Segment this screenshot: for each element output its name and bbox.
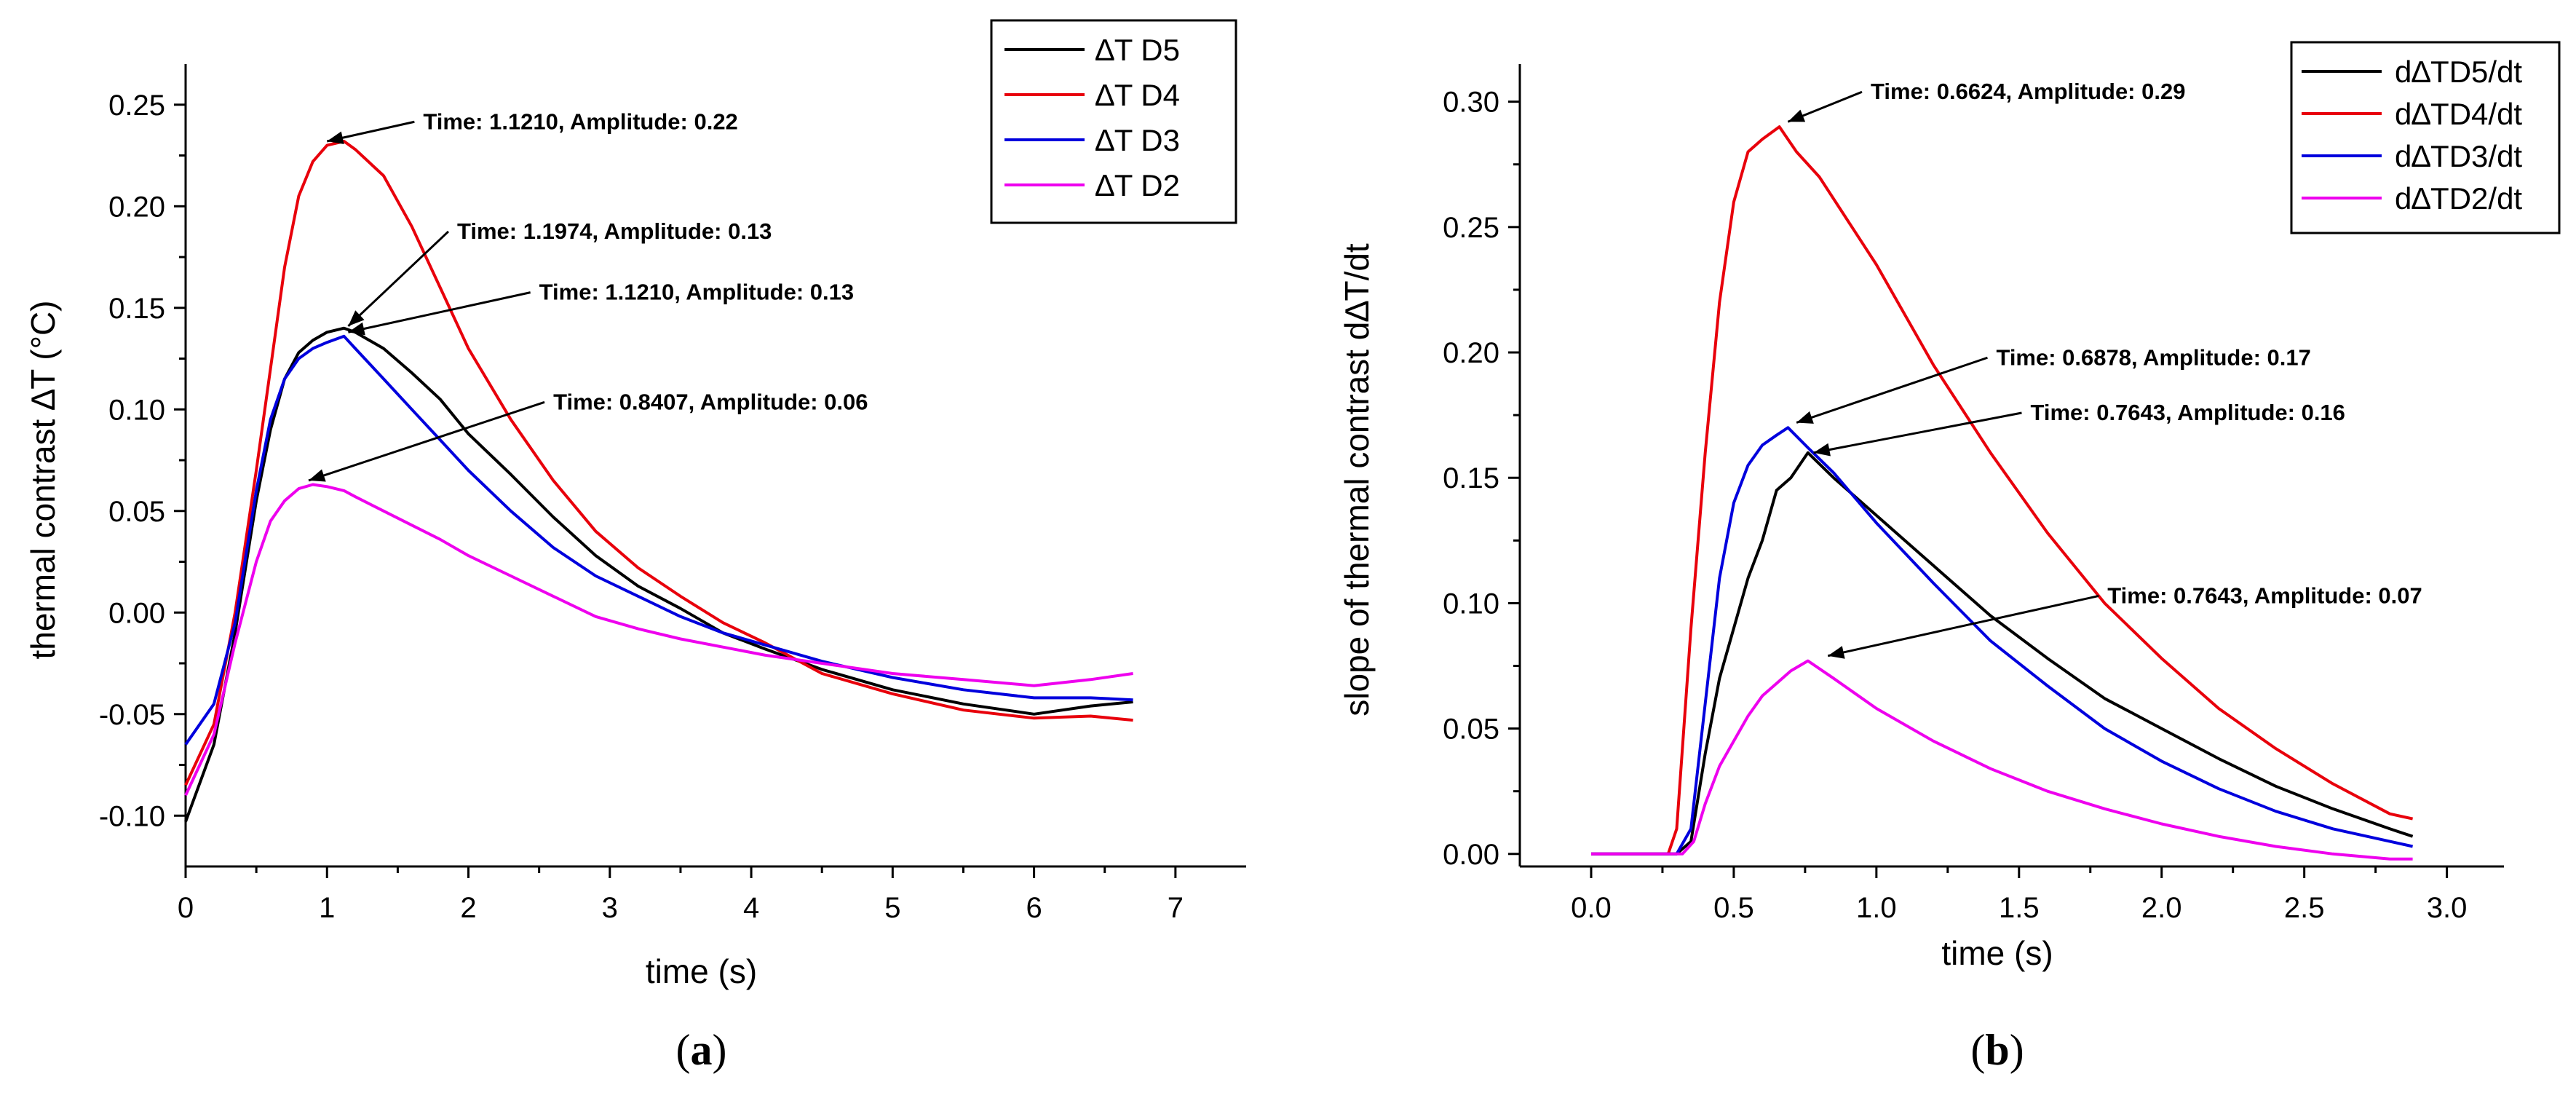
- series-line-0: [1591, 451, 2414, 856]
- x-tick-label: 0: [178, 892, 194, 924]
- y-tick-label: -0.05: [99, 699, 165, 731]
- y-tick-label: 0.20: [108, 191, 165, 223]
- y-tick-label: 0.10: [108, 394, 165, 426]
- x-tick-label: 3: [602, 892, 618, 924]
- annotation-label: Time: 0.6624, Amplitude: 0.29: [1871, 79, 2185, 104]
- y-tick-label: 0.05: [1443, 714, 1499, 746]
- y-tick-label: 0.15: [108, 293, 165, 325]
- panel-label: (b): [1970, 1026, 2024, 1074]
- x-tick-label: 4: [743, 892, 759, 924]
- panel-b-chart: 0.0 0.5 1.0 1.5 2.0 2.5 3.0 0.00 0.05 0.10 0.15 0.2…: [1338, 41, 2561, 1074]
- y-tick-label: 0.05: [108, 496, 165, 528]
- y-tick-label: 0.20: [1443, 337, 1499, 369]
- annotation-label: Time: 1.1210, Amplitude: 0.13: [539, 280, 854, 305]
- legend-entry: d∆TD2/dt: [2395, 181, 2522, 216]
- legend-box: [2290, 41, 2561, 234]
- series-line-1: [184, 140, 1133, 786]
- annotation-arrow: [1827, 594, 2099, 657]
- y-tick-label: 0.30: [1443, 87, 1499, 119]
- legend-entry: d∆TD4/dt: [2395, 97, 2522, 131]
- legend-entry: ∆T D4: [1095, 78, 1180, 112]
- annotation-label: Time: 0.7643, Amplitude: 0.07: [2107, 582, 2422, 608]
- panel-label: (a): [676, 1026, 727, 1074]
- annotation-arrowhead: [1796, 411, 1814, 424]
- legend-entry: ∆T D2: [1095, 168, 1180, 202]
- annotation-arrowhead: [1813, 443, 1831, 457]
- annotation-label: Time: 1.1210, Amplitude: 0.22: [423, 108, 737, 134]
- x-tick-label: 1.5: [1999, 892, 2040, 924]
- y-axis-label: thermal contrast ∆T (°C): [24, 300, 62, 659]
- x-tick-label: 1.0: [1856, 892, 1897, 924]
- annotation-arrowhead: [348, 310, 365, 326]
- x-tick-label: 5: [884, 892, 900, 924]
- y-tick-label: 0.10: [1443, 588, 1499, 620]
- y-tick-label: 0.00: [1443, 839, 1499, 871]
- x-tick-label: 0.5: [1713, 892, 1754, 924]
- legend-box: [990, 19, 1237, 224]
- legend-entry: d∆TD5/dt: [2395, 55, 2522, 89]
- x-tick-label: 6: [1026, 892, 1042, 924]
- y-tick-label: -0.10: [99, 800, 165, 832]
- annotation-arrow: [1796, 356, 1988, 424]
- annotation-arrow: [1813, 411, 2022, 454]
- x-axis-label: time (s): [646, 952, 757, 990]
- annotation-arrowhead: [348, 322, 365, 336]
- annotation-arrowhead: [309, 469, 326, 482]
- series-line-1: [1591, 125, 2414, 856]
- annotation-arrowhead: [327, 131, 344, 145]
- y-tick-label: 0.25: [1443, 212, 1499, 244]
- annotation-arrowhead: [1788, 109, 1806, 122]
- x-axis-label: time (s): [1941, 934, 2053, 972]
- series-line-0: [184, 326, 1133, 823]
- y-axis-label: slope of thermal contrast d∆T/dt: [1338, 243, 1376, 716]
- y-tick-label: 0.15: [1443, 462, 1499, 494]
- series-line-3: [1591, 659, 2413, 861]
- x-tick-label: 1: [319, 892, 335, 924]
- y-tick-label: 0.00: [108, 597, 165, 629]
- legend-entry: d∆TD3/dt: [2395, 139, 2522, 173]
- annotation-label: Time: 1.1974, Amplitude: 0.13: [457, 218, 772, 244]
- series-line-2: [1591, 426, 2414, 856]
- legend-entry: ∆T D3: [1095, 123, 1180, 157]
- annotation-arrowhead: [1828, 646, 1845, 659]
- annotation-label: Time: 0.6878, Amplitude: 0.17: [1996, 344, 2310, 370]
- series-line-3: [184, 483, 1133, 797]
- x-tick-label: 2: [460, 892, 476, 924]
- annotation-label: Time: 0.8407, Amplitude: 0.06: [553, 389, 868, 414]
- legend-entry: ∆T D5: [1095, 33, 1180, 67]
- annotation-arrow: [348, 291, 531, 333]
- annotation-arrow: [347, 230, 450, 327]
- x-tick-label: 3.0: [2427, 892, 2468, 924]
- x-tick-label: 2.5: [2284, 892, 2325, 924]
- x-tick-label: 0.0: [1571, 892, 1612, 924]
- annotation-label: Time: 0.7643, Amplitude: 0.16: [2030, 400, 2345, 425]
- y-tick-label: 0.25: [108, 90, 165, 122]
- panel-a-chart: 0 1 2 3 4 5 6 7 -0.10 -0.05 0.00 0.05 0.10 0.15 0.20 0.…: [24, 19, 1246, 1074]
- x-tick-label: 7: [1168, 892, 1184, 924]
- annotation-arrow: [308, 400, 545, 482]
- x-tick-label: 2.0: [2141, 892, 2182, 924]
